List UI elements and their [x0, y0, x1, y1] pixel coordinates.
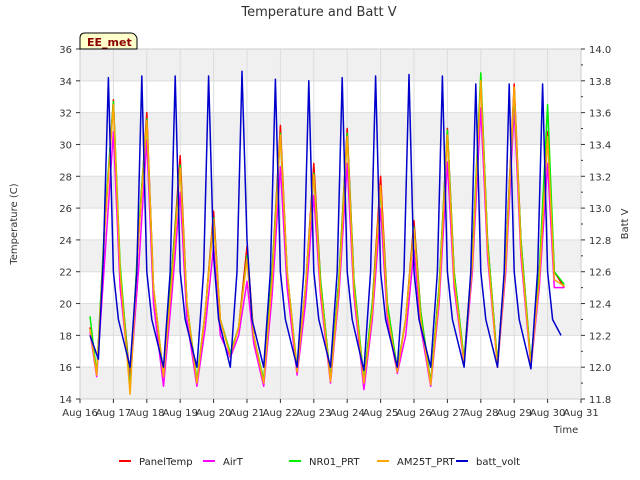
site-label-box: EE_met	[79, 32, 138, 50]
y2-tick-label: 13.6	[589, 109, 611, 120]
background-band	[80, 49, 581, 81]
background-band	[80, 176, 581, 209]
x-tick-label: Aug 29	[496, 408, 531, 419]
y-tick-label: 18	[59, 331, 72, 342]
chart-title: Temperature and Batt V	[240, 5, 396, 20]
y-tick-label: 22	[59, 268, 72, 279]
x-tick-label: Aug 16	[62, 408, 97, 419]
x-tick-label: Aug 19	[162, 408, 197, 419]
series-line-am25t-prt	[89, 80, 565, 395]
x-tick-label: Aug 30	[530, 408, 565, 419]
y2-tick-label: 12.8	[589, 236, 611, 247]
y-tick-label: 36	[59, 45, 72, 56]
legend: PanelTemp AirT NR01_PRT AM25T_PRT batt_volt	[119, 457, 520, 468]
y2-tick-label: 12.0	[589, 363, 611, 374]
x-tick-label: Aug 31	[563, 408, 598, 419]
y-tick-label: 16	[59, 363, 72, 374]
y2-tick-label: 12.6	[589, 268, 611, 279]
y-axis-label: Temperature (C)	[9, 183, 20, 265]
x-tick-label: Aug 20	[196, 408, 231, 419]
y2-tick-label: 11.8	[589, 395, 611, 406]
x-tick-label: Aug 18	[129, 408, 164, 419]
x-tick-label: Aug 28	[463, 408, 498, 419]
y-tick-label: 30	[59, 140, 72, 151]
y-axis-ticks: 14 16 18 20 22 24 26 28 30 32 34 36	[59, 45, 80, 406]
y-tick-label: 34	[59, 77, 72, 88]
y-tick-label: 28	[59, 172, 72, 183]
x-tick-label: Aug 22	[263, 408, 298, 419]
data-lines	[89, 70, 565, 395]
background-bands	[80, 49, 581, 399]
x-tick-label: Aug 21	[229, 408, 264, 419]
background-band	[80, 303, 581, 336]
y-tick-label: 14	[59, 395, 72, 406]
background-band	[80, 112, 581, 145]
y2-tick-label: 14.0	[589, 45, 611, 56]
y2-tick-label: 12.2	[589, 331, 611, 342]
x-tick-label: Aug 17	[96, 408, 131, 419]
y2-axis-ticks: 11.8 12.0 12.2 12.4 12.6 12.8 13.0 13.2 13.4 13.6…	[581, 45, 611, 406]
y-tick-label: 32	[59, 109, 72, 120]
x-tick-label: Aug 25	[363, 408, 398, 419]
y2-tick-label: 13.2	[589, 172, 611, 183]
x-axis-label: Time	[553, 425, 578, 436]
legend-label: AM25T_PRT	[397, 457, 456, 468]
series-line-batt-volt	[89, 70, 562, 372]
y-tick-label: 20	[59, 300, 72, 311]
x-tick-label: Aug 23	[296, 408, 331, 419]
y2-tick-label: 12.4	[589, 300, 611, 311]
site-label: EE_met	[87, 36, 132, 49]
legend-label: AirT	[223, 457, 244, 468]
legend-label: PanelTemp	[139, 457, 193, 468]
y-tick-label: 26	[59, 204, 72, 215]
x-tick-label: Aug 26	[396, 408, 431, 419]
x-tick-label: Aug 24	[329, 408, 364, 419]
y2-tick-label: 13.0	[589, 204, 611, 215]
legend-label: NR01_PRT	[309, 457, 360, 468]
y2-tick-label: 13.4	[589, 140, 611, 151]
legend-label: batt_volt	[476, 457, 520, 468]
y2-tick-label: 13.8	[589, 77, 611, 88]
x-tick-label: Aug 27	[430, 408, 465, 419]
background-band	[80, 239, 581, 272]
y-tick-label: 24	[59, 236, 72, 247]
y2-axis-label: Batt V	[620, 208, 631, 239]
